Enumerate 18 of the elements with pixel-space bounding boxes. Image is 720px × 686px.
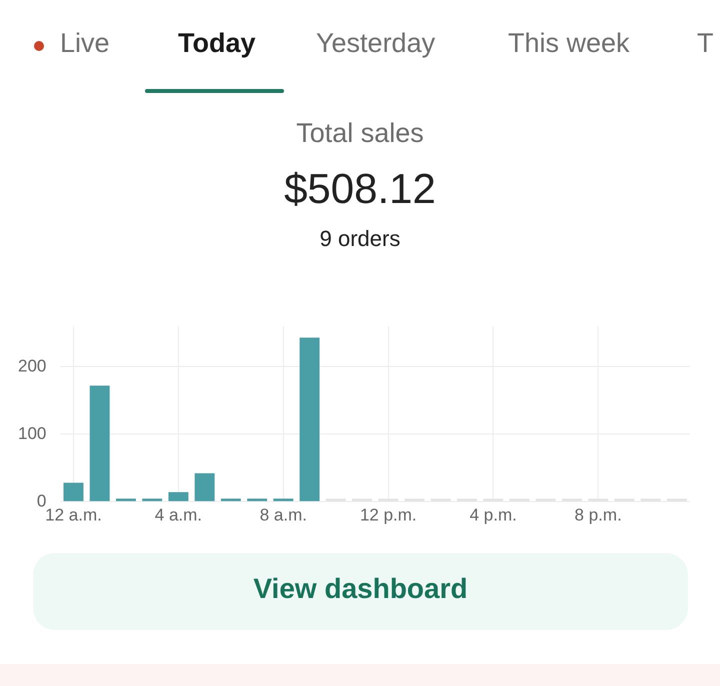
y-tick-label: 100 [18, 424, 46, 443]
y-tick-label: 0 [36, 491, 46, 510]
chart-subtitle: $508.12 [283, 165, 437, 213]
x-tick-label: 8 a.m. [260, 505, 307, 524]
x-tick-label: 4 p.m. [470, 505, 517, 524]
x-tick-label: 4 a.m. [154, 505, 202, 524]
text: Live [60, 28, 110, 59]
text: View dashboard [252, 573, 469, 605]
x-tick-label: 12 p.m. [360, 505, 417, 524]
text: 9 orders [318, 226, 402, 252]
y-tick-label: 200 [18, 356, 46, 376]
text: T [697, 28, 714, 59]
x-tick-label: 8 p.m. [574, 505, 622, 524]
text: Yesterday [316, 28, 436, 59]
text: This week [508, 28, 630, 59]
chart-title: Total sales [295, 118, 425, 149]
text: Today [178, 28, 256, 59]
x-tick-label: 12 a.m. [45, 505, 102, 524]
